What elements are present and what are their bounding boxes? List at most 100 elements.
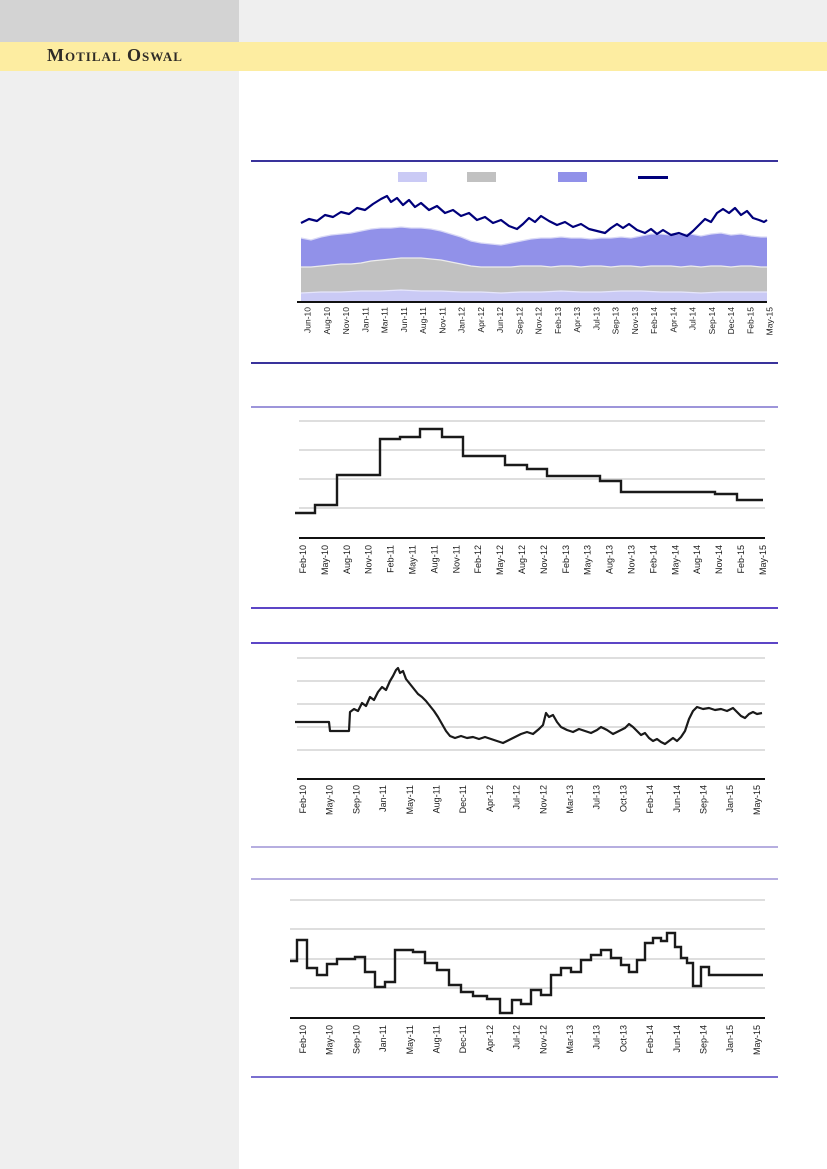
x-tick-label: Sep-10	[351, 1025, 361, 1054]
x-tick-label: Oct-13	[618, 1025, 628, 1052]
x-tick-label: Nov-12	[538, 785, 548, 814]
x-tick-label: Jan-11	[360, 307, 370, 333]
legend-line-swatch	[638, 176, 668, 179]
divider-line-top-chart3	[251, 642, 778, 644]
area-border-stacked-band-gray	[301, 257, 767, 268]
x-tick-label: Sep-10	[351, 785, 361, 814]
x-tick-label: Aug-11	[418, 307, 428, 334]
x-tick-label: Mar-13	[565, 785, 575, 814]
x-tick-label: Jul-14	[688, 307, 698, 330]
x-tick-label: Apr-12	[485, 785, 495, 812]
x-tick-label: Jan-12	[457, 307, 467, 333]
x-tick-label: May-15	[758, 545, 768, 575]
divider-line-top-chart4	[251, 878, 778, 880]
x-tick-label: Feb-14	[645, 1025, 655, 1054]
x-tick-label: Feb-13	[561, 545, 571, 574]
x-tick-label: Aug-10	[342, 545, 352, 574]
left-margin-column	[0, 71, 239, 1169]
header-top-strip	[239, 0, 827, 42]
divider-line-bottom-chart3	[251, 846, 778, 848]
wiggly-line-chart: Feb-10 May-10 Sep-10 Jan-11 May-11 Aug-11 Dec-…	[295, 657, 765, 815]
header-gray-block	[0, 0, 239, 42]
x-tick-label: May-13	[583, 545, 593, 575]
x-tick-label: Jan-15	[725, 1025, 735, 1053]
divider-line-bottom-chart4	[251, 1076, 778, 1078]
x-tick-label: Aug-12	[517, 545, 527, 574]
x-tick-label: Apr-13	[572, 307, 582, 333]
x-tick-label: Aug-13	[605, 545, 615, 574]
x-tick-label: May-10	[320, 545, 330, 575]
line-series-wiggly-line	[295, 666, 763, 746]
x-tick-label: Nov-12	[538, 1025, 548, 1054]
x-tick-label: Mar-13	[565, 1025, 575, 1054]
x-tick-label: Sep-14	[699, 1025, 709, 1054]
x-tick-label: Jul-12	[512, 785, 522, 810]
brand-logo-text: Motilal Oswal	[47, 45, 183, 65]
x-tick-label: May-12	[495, 545, 505, 575]
x-tick-label: Nov-11	[437, 307, 447, 334]
x-tick-label: Nov-10	[364, 545, 374, 574]
x-tick-label: Jun-10	[303, 307, 313, 333]
x-tick-label: Dec-14	[726, 307, 736, 335]
x-tick-label: Sep-14	[707, 307, 717, 335]
x-tick-label: Apr-12	[476, 307, 486, 333]
x-tick-label: Feb-14	[649, 307, 659, 334]
x-tick-label: Feb-10	[298, 785, 308, 814]
x-tick-label: Oct-13	[618, 785, 628, 812]
divider-line-top-chart2	[251, 406, 778, 408]
x-tick-label: May-11	[405, 1025, 415, 1054]
x-tick-label: Jun-11	[399, 307, 409, 333]
x-tick-label: Nov-12	[539, 545, 549, 574]
x-tick-label: Nov-13	[630, 307, 640, 335]
x-tick-label: Feb-14	[645, 785, 655, 814]
x-tick-label: May-14	[670, 545, 680, 575]
step-line-chart-2: Feb-10 May-10 Sep-10 Jan-11 May-11 Aug-11 Dec-…	[290, 899, 765, 1055]
x-tick-label: Jul-13	[592, 1025, 602, 1050]
x-tick-label: Feb-15	[745, 307, 755, 334]
x-tick-label: Mar-11	[380, 307, 390, 334]
x-tick-label: May-10	[325, 785, 335, 815]
x-tick-label: Feb-10	[298, 1025, 308, 1054]
x-tick-label: May-10	[325, 1025, 335, 1055]
x-tick-label: Feb-13	[553, 307, 563, 334]
x-tick-label: Jun-14	[672, 785, 682, 813]
stacked-area-chart: Jun-10 Aug-10 Nov-10 Jan-11 Mar-11 Jun-11 Aug-…	[297, 172, 775, 335]
x-tick-label: Jun-12	[495, 307, 505, 333]
step-line-chart-1: Feb-10 May-10 Aug-10 Nov-10 Feb-11 May-11 Aug-…	[295, 420, 768, 575]
x-tick-label: Aug-14	[692, 545, 702, 574]
divider-line-top-chart1	[251, 160, 778, 162]
x-tick-label: Nov-10	[341, 307, 351, 335]
x-tick-label: Apr-12	[485, 1025, 495, 1052]
x-tick-label: May-15	[752, 1025, 762, 1055]
area-border-stacked-band-periwinkle	[300, 226, 767, 246]
x-tick-label: Jan-11	[378, 1025, 388, 1052]
x-tick-label: Jan-11	[378, 785, 388, 812]
x-tick-label: Nov-12	[534, 307, 544, 335]
x-tick-label: Aug-10	[322, 307, 332, 335]
brand-band	[0, 42, 827, 71]
x-tick-label: Sep-12	[514, 307, 524, 335]
x-tick-label: Feb-12	[473, 545, 483, 574]
x-tick-label: Apr-14	[668, 307, 678, 333]
x-tick-label: Dec-11	[458, 785, 468, 813]
x-tick-label: Feb-10	[298, 545, 308, 574]
x-tick-label: Nov-11	[451, 545, 461, 573]
step-series-oscillating-step-line	[290, 931, 763, 1015]
x-tick-label: Nov-14	[714, 545, 724, 574]
x-tick-label: Jul-13	[592, 785, 602, 810]
x-tick-label: Aug-11	[429, 545, 439, 573]
x-tick-label: Jul-13	[591, 307, 601, 330]
divider-line-bottom-chart2	[251, 607, 778, 609]
x-tick-label: Nov-13	[627, 545, 637, 574]
line-series-navy-overlay-line	[300, 194, 768, 238]
x-tick-label: Sep-13	[611, 307, 621, 335]
divider-line-bottom-chart1	[251, 362, 778, 364]
legend-fill-swatch	[467, 172, 496, 182]
x-tick-label: Jun-14	[672, 1025, 682, 1053]
x-tick-label: Dec-11	[458, 1025, 468, 1053]
area-border-stacked-band-lavender	[300, 289, 767, 294]
x-tick-label: May-15	[752, 785, 762, 815]
x-tick-label: May-11	[405, 785, 415, 814]
area-series-stacked-band-lavender	[301, 290, 767, 301]
